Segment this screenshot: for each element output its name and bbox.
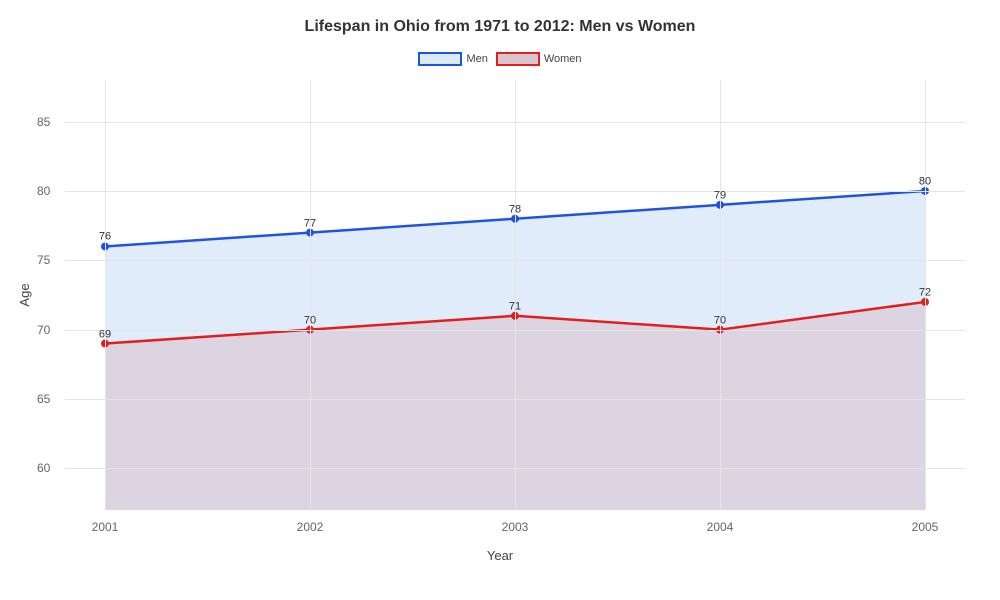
data-point-label: 78 bbox=[509, 203, 521, 215]
legend-item-men: Men bbox=[418, 52, 487, 66]
y-tick-label: 80 bbox=[37, 184, 50, 198]
grid-line-horizontal bbox=[65, 191, 965, 192]
plot-area bbox=[65, 80, 965, 510]
x-tick-label: 2003 bbox=[502, 520, 529, 534]
x-axis-title: Year bbox=[487, 548, 513, 563]
data-point-label: 80 bbox=[919, 175, 931, 187]
data-point-label: 79 bbox=[714, 189, 726, 201]
grid-line-vertical bbox=[310, 80, 311, 510]
x-tick-label: 2001 bbox=[92, 520, 119, 534]
y-tick-label: 85 bbox=[37, 115, 50, 129]
legend-swatch-women bbox=[496, 52, 540, 66]
data-point-label: 77 bbox=[304, 217, 316, 229]
legend-label-women: Women bbox=[544, 53, 582, 65]
x-tick-label: 2005 bbox=[912, 520, 939, 534]
data-point-label: 76 bbox=[99, 231, 111, 243]
legend-item-women: Women bbox=[496, 52, 582, 66]
grid-line-horizontal bbox=[65, 399, 965, 400]
legend-label-men: Men bbox=[466, 53, 487, 65]
grid-line-horizontal bbox=[65, 468, 965, 469]
grid-line-vertical bbox=[105, 80, 106, 510]
data-point-label: 70 bbox=[714, 314, 726, 326]
x-tick-label: 2002 bbox=[297, 520, 324, 534]
data-point-label: 72 bbox=[919, 286, 931, 298]
y-tick-label: 60 bbox=[37, 461, 50, 475]
data-point-label: 69 bbox=[99, 328, 111, 340]
grid-line-horizontal bbox=[65, 330, 965, 331]
grid-line-horizontal bbox=[65, 260, 965, 261]
chart-container: Lifespan in Ohio from 1971 to 2012: Men … bbox=[0, 0, 1000, 600]
grid-line-vertical bbox=[720, 80, 721, 510]
chart-title: Lifespan in Ohio from 1971 to 2012: Men … bbox=[0, 18, 1000, 36]
legend: Men Women bbox=[0, 52, 1000, 66]
y-tick-label: 65 bbox=[37, 392, 50, 406]
x-tick-label: 2004 bbox=[707, 520, 734, 534]
data-point-label: 71 bbox=[509, 300, 521, 312]
y-axis-title: Age bbox=[17, 283, 32, 306]
y-tick-label: 70 bbox=[37, 323, 50, 337]
grid-line-horizontal bbox=[65, 122, 965, 123]
legend-swatch-men bbox=[418, 52, 462, 66]
y-tick-label: 75 bbox=[37, 253, 50, 267]
grid-line-vertical bbox=[515, 80, 516, 510]
data-point-label: 70 bbox=[304, 314, 316, 326]
